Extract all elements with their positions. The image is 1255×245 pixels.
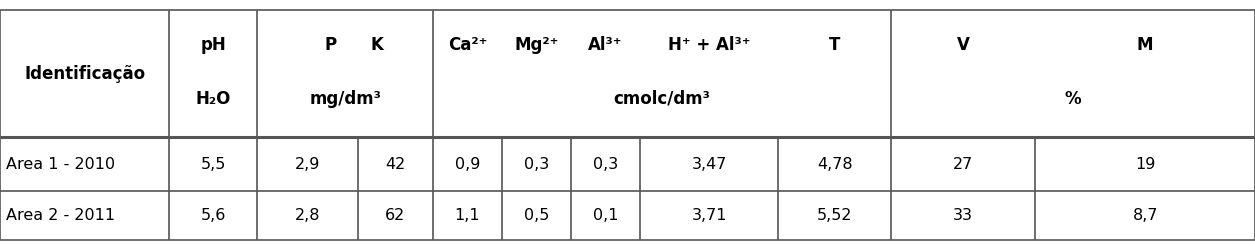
Text: 33: 33 bbox=[954, 208, 973, 223]
Text: 2,8: 2,8 bbox=[295, 208, 320, 223]
Text: K: K bbox=[370, 37, 383, 54]
Text: 0,3: 0,3 bbox=[523, 157, 550, 172]
Text: 0,9: 0,9 bbox=[454, 157, 481, 172]
Text: 5,5: 5,5 bbox=[201, 157, 226, 172]
Text: 2,9: 2,9 bbox=[295, 157, 320, 172]
Text: pH: pH bbox=[201, 37, 226, 54]
Text: Area 2 - 2011: Area 2 - 2011 bbox=[6, 208, 115, 223]
Text: 3,71: 3,71 bbox=[692, 208, 727, 223]
Text: cmolᴄ/dm³: cmolᴄ/dm³ bbox=[614, 90, 710, 108]
Text: V: V bbox=[956, 37, 970, 54]
Text: 1,1: 1,1 bbox=[454, 208, 481, 223]
Text: 0,1: 0,1 bbox=[592, 208, 619, 223]
Text: P: P bbox=[324, 37, 336, 54]
Text: 27: 27 bbox=[953, 157, 974, 172]
Text: Ca²⁺: Ca²⁺ bbox=[448, 37, 487, 54]
Text: 5,52: 5,52 bbox=[817, 208, 852, 223]
Text: 42: 42 bbox=[385, 157, 405, 172]
Text: 4,78: 4,78 bbox=[817, 157, 852, 172]
Text: %: % bbox=[1064, 90, 1082, 108]
Text: mg/dm³: mg/dm³ bbox=[309, 90, 382, 108]
Text: T: T bbox=[828, 37, 841, 54]
Text: 8,7: 8,7 bbox=[1132, 208, 1158, 223]
Text: 3,47: 3,47 bbox=[692, 157, 727, 172]
Text: 5,6: 5,6 bbox=[201, 208, 226, 223]
Text: M: M bbox=[1137, 37, 1153, 54]
Text: Identificação: Identificação bbox=[24, 64, 146, 83]
Text: Mg²⁺: Mg²⁺ bbox=[515, 37, 558, 54]
Text: 0,5: 0,5 bbox=[523, 208, 550, 223]
Text: H⁺ + Al³⁺: H⁺ + Al³⁺ bbox=[668, 37, 750, 54]
Text: Area 1 - 2010: Area 1 - 2010 bbox=[6, 157, 115, 172]
Text: 0,3: 0,3 bbox=[592, 157, 619, 172]
Text: H₂O: H₂O bbox=[196, 90, 231, 108]
Text: 62: 62 bbox=[385, 208, 405, 223]
Text: 19: 19 bbox=[1135, 157, 1156, 172]
Text: Al³⁺: Al³⁺ bbox=[589, 37, 622, 54]
